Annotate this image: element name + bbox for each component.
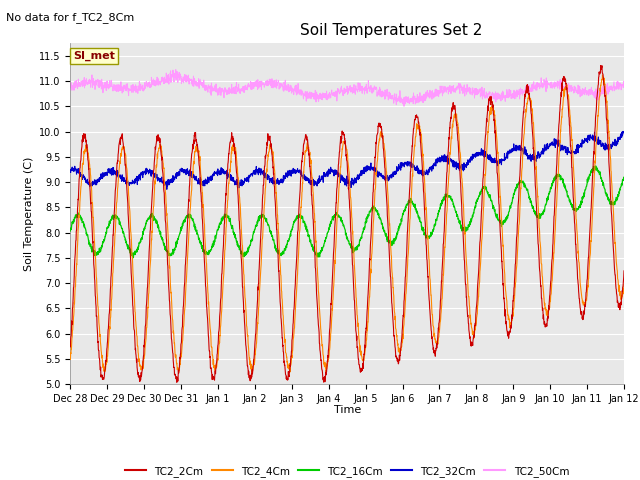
Text: SI_met: SI_met [73, 50, 115, 61]
Title: Soil Temperatures Set 2: Soil Temperatures Set 2 [300, 23, 483, 38]
Legend: TC2_2Cm, TC2_4Cm, TC2_16Cm, TC2_32Cm, TC2_50Cm: TC2_2Cm, TC2_4Cm, TC2_16Cm, TC2_32Cm, TC… [121, 462, 573, 480]
X-axis label: Time: Time [333, 405, 361, 415]
Y-axis label: Soil Temperature (C): Soil Temperature (C) [24, 156, 34, 271]
Text: No data for f_TC2_8Cm: No data for f_TC2_8Cm [6, 12, 134, 23]
